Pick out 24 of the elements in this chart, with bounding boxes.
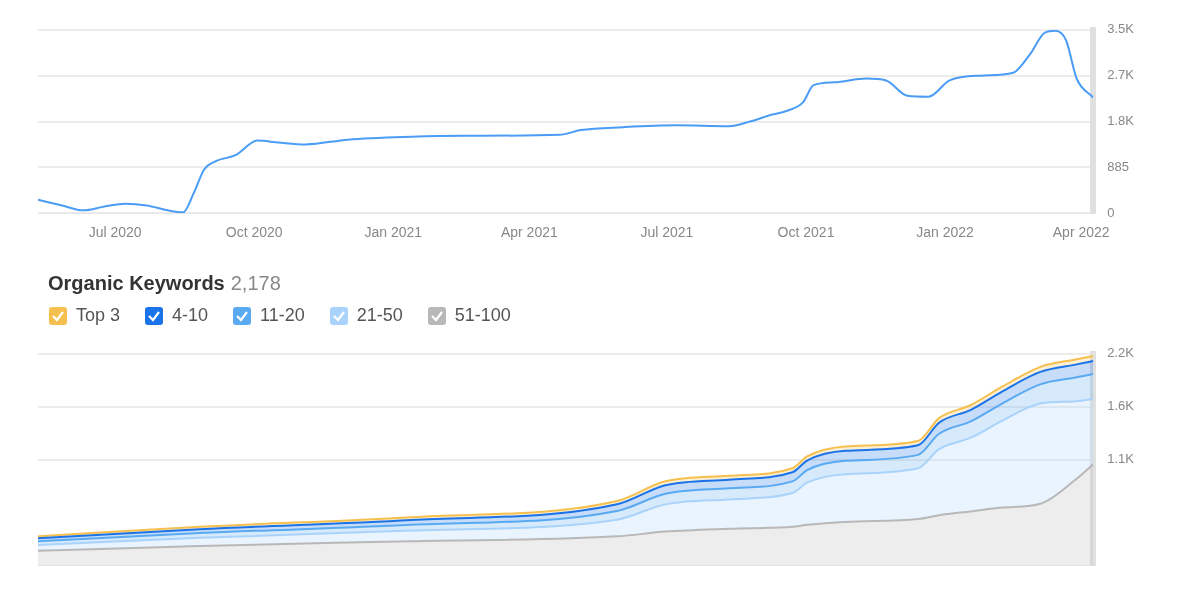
line-series (38, 29, 1094, 214)
x-tick-label: Jul 2020 (88, 224, 142, 241)
y-tick-label: 2.7K (1107, 67, 1135, 83)
x-tick-label: Oct 2020 (225, 224, 283, 241)
y-tick-label: 0 (1107, 204, 1115, 220)
x-tick-label: Apr 2021 (500, 224, 558, 241)
legend-label: 21-50 (356, 305, 403, 326)
legend-label: 11-20 (260, 305, 305, 326)
chart-title: Organic Keywords (48, 272, 225, 294)
y-tick-label: 2.2K (1107, 345, 1135, 361)
x-tick-label: Oct 2021 (777, 224, 835, 241)
chart-subtitle: 2,178 (230, 272, 281, 294)
y-tick-label: 885 (1107, 158, 1129, 174)
x-tick-label: Jan 2021 (364, 224, 423, 241)
legend-label: Top 3 (76, 305, 121, 326)
legend-label: 4-10 (172, 305, 209, 326)
x-tick-label: Jul 2021 (640, 224, 694, 241)
x-tick-label: Jan 2022 (916, 224, 975, 241)
x-tick-label: Apr 2022 (1052, 224, 1110, 241)
y-tick-label: 1.8K (1107, 113, 1135, 129)
y-tick-label: 1.1K (1107, 451, 1135, 467)
legend-label: 51-100 (454, 305, 511, 326)
y-tick-label: 1.6K (1107, 398, 1135, 414)
y-tick-label: 3.5K (1107, 21, 1135, 37)
